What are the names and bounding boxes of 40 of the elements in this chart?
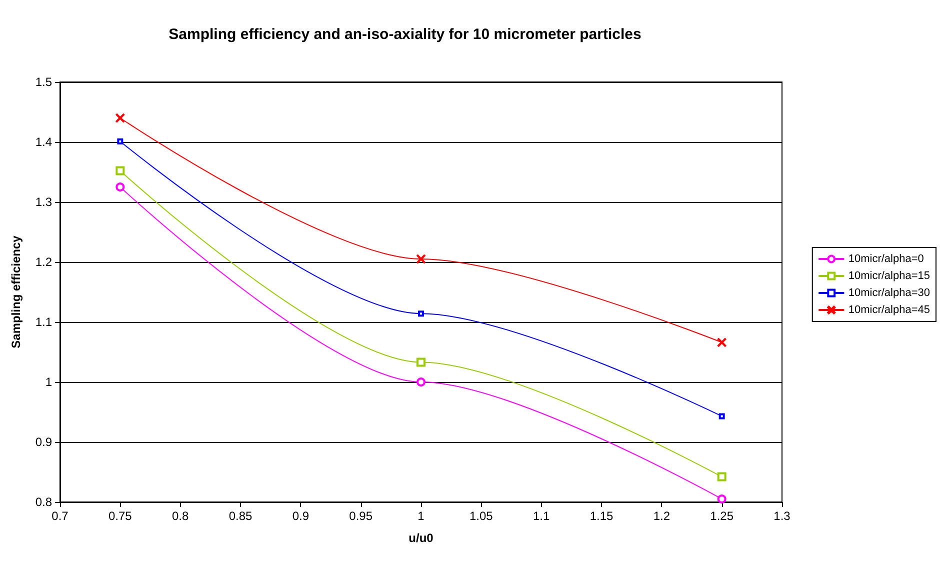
y-tick-label: 0.9 bbox=[35, 435, 52, 449]
y-tick-label: 1.4 bbox=[35, 135, 52, 149]
y-tick-label: 1.5 bbox=[35, 75, 52, 89]
point bbox=[717, 472, 726, 482]
x-axis-title: u/u0 bbox=[408, 531, 434, 545]
y-tick-label: 1.1 bbox=[35, 315, 52, 329]
x-tick-label: 1.25 bbox=[710, 509, 734, 523]
x-tick-label: 1.05 bbox=[469, 509, 494, 523]
x-tick-label: 1.15 bbox=[590, 509, 614, 523]
point bbox=[416, 358, 426, 367]
point bbox=[116, 166, 125, 176]
x-tick-label: 0.95 bbox=[349, 509, 373, 523]
legend-label: 10micr/alpha=15 bbox=[848, 270, 930, 282]
x-tick-label: 0.85 bbox=[228, 509, 252, 523]
point bbox=[717, 338, 726, 347]
point bbox=[416, 378, 426, 386]
x-tick-label: 1.3 bbox=[774, 509, 791, 523]
x-tick-label: 0.7 bbox=[52, 509, 69, 523]
point bbox=[416, 254, 426, 264]
point bbox=[718, 413, 725, 420]
point bbox=[418, 310, 424, 317]
x-tick-label: 0.9 bbox=[292, 509, 310, 523]
chart-title: Sampling efficiency and an-iso-axiality for 10 micrometer particles bbox=[168, 26, 642, 43]
point bbox=[116, 182, 125, 192]
legend-label: 10micr/alpha=45 bbox=[848, 304, 930, 316]
x-tick-label: 1.2 bbox=[653, 509, 670, 523]
y-tick-label: 1.2 bbox=[35, 255, 52, 269]
legend-label: 10micr/alpha=30 bbox=[848, 287, 930, 299]
y-tick-label: 0.8 bbox=[35, 495, 52, 509]
x-tick-label: 0.75 bbox=[108, 509, 132, 523]
point bbox=[116, 114, 125, 122]
x-tick-label: 1.1 bbox=[532, 509, 550, 523]
x-tick-label: 0.8 bbox=[172, 509, 189, 523]
legend-label: 10micr/alpha=0 bbox=[848, 253, 924, 265]
point bbox=[117, 138, 124, 144]
y-tick-label: 1.3 bbox=[35, 195, 52, 209]
x-tick-label: 1 bbox=[418, 509, 425, 523]
point bbox=[717, 494, 726, 504]
y-tick-label: 1 bbox=[45, 375, 52, 389]
y-axis-title: Sampling efficiency bbox=[9, 235, 23, 348]
